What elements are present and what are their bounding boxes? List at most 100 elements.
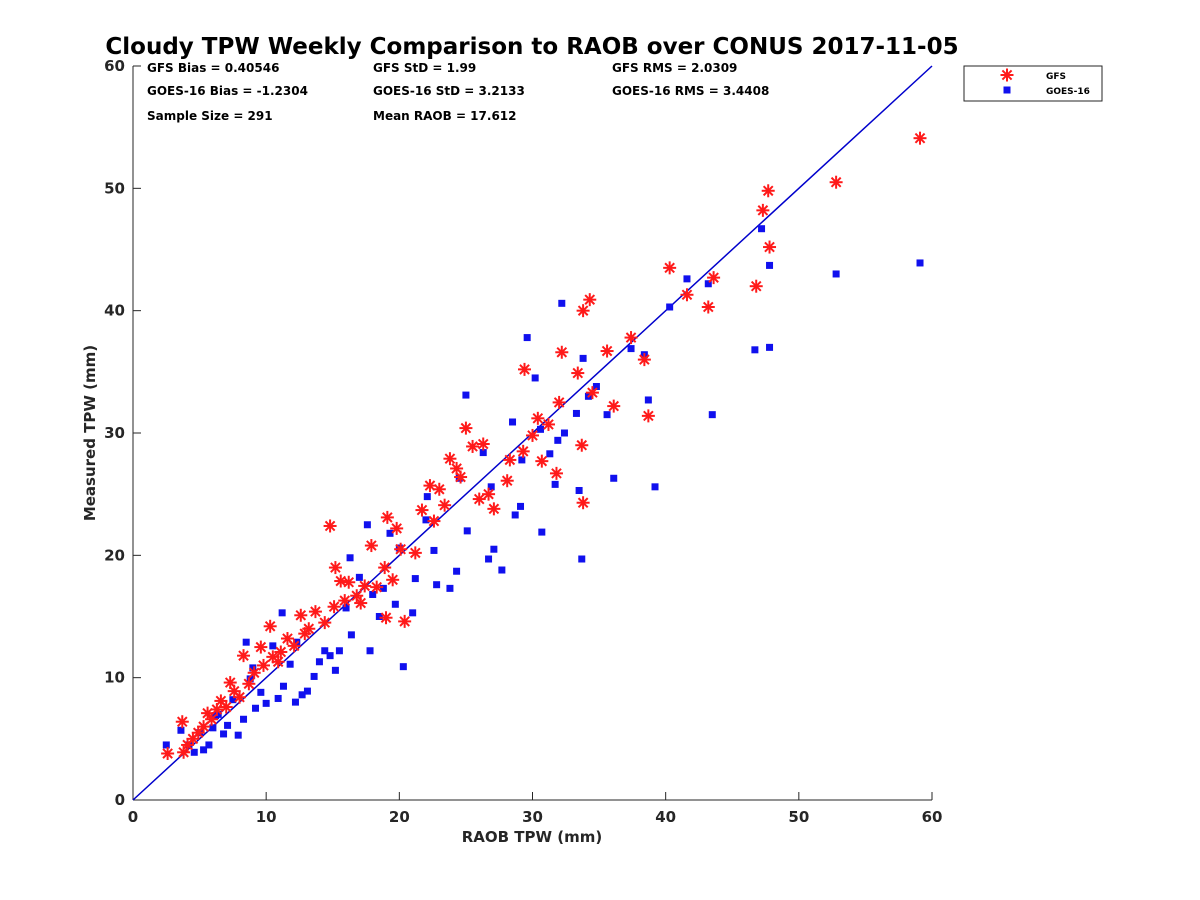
x-tick-label: 40 (655, 808, 676, 826)
goes16-point (375, 613, 383, 620)
goes16-point (708, 411, 716, 419)
goes16-point (603, 411, 611, 419)
goes16-point (538, 528, 546, 536)
legend: GFS GOES-16 (963, 65, 1103, 102)
stat-goes-bias: GOES-16 Bias = -1.2304 (147, 84, 308, 98)
goes16-point (326, 652, 334, 660)
goes16-point (572, 409, 580, 417)
goes16-point (423, 493, 431, 501)
goes16-point (546, 450, 554, 458)
gfs-point (443, 452, 457, 466)
goes16-point (200, 746, 208, 754)
goes16-point (666, 303, 674, 311)
goes16-point (303, 687, 311, 695)
goes16-point (242, 638, 250, 646)
gfs-point (459, 421, 473, 435)
goes16-point (651, 483, 659, 491)
gfs-point (308, 605, 322, 619)
goes16-point (453, 567, 461, 575)
gfs-point (318, 616, 332, 630)
goes16-point (310, 672, 318, 680)
gfs-point (516, 444, 530, 458)
gfs-point (575, 438, 589, 452)
gfs-point (500, 474, 514, 488)
gfs-point (707, 271, 721, 285)
gfs-point (600, 344, 614, 358)
stats-block: GFS Bias = 0.40546 GFS StD = 1.99 GFS RM… (147, 61, 769, 123)
gfs-point (555, 345, 569, 359)
y-tick-label: 40 (104, 302, 125, 320)
gfs-point (294, 608, 308, 622)
gfs-point (415, 503, 429, 517)
gfs-point (487, 502, 501, 516)
goes16-point (560, 429, 568, 437)
goes16-point (224, 721, 232, 729)
goes16-point (518, 456, 526, 464)
gfs-point (571, 366, 585, 380)
goes16-point (592, 383, 600, 391)
goes16-point (575, 486, 583, 494)
goes16-point (257, 688, 265, 696)
gfs-point (338, 594, 352, 608)
goes16-point (758, 225, 766, 233)
gfs-points (161, 131, 927, 761)
goes16-point (433, 581, 441, 589)
goes16-point (554, 436, 562, 444)
gfs-point (549, 466, 563, 480)
goes16-point (644, 396, 652, 404)
x-tick-label: 0 (128, 808, 138, 826)
gfs-point (354, 596, 368, 610)
gfs-point (227, 684, 241, 698)
goes16-point (485, 555, 493, 563)
gfs-point (298, 627, 312, 641)
gfs-point (254, 640, 268, 654)
x-tick-label: 60 (922, 808, 943, 826)
goes16-point (342, 604, 350, 612)
gfs-point (327, 600, 341, 614)
ticks: 0 10 20 30 40 50 60 0 10 20 30 40 50 60 (104, 57, 942, 826)
x-tick-label: 30 (522, 808, 543, 826)
gfs-point (701, 300, 715, 314)
stat-gfs-rms: GFS RMS = 2.0309 (612, 61, 737, 75)
goes16-point (531, 374, 539, 382)
x-tick-label: 10 (256, 808, 277, 826)
gfs-point (763, 240, 777, 254)
y-tick-label: 10 (104, 669, 125, 687)
goes16-point (517, 502, 525, 510)
goes16-point (509, 418, 517, 426)
goes16-point (274, 694, 282, 702)
goes16-point (278, 609, 286, 617)
gfs-point (390, 521, 404, 535)
gfs-point (214, 694, 228, 708)
gfs-point (576, 496, 590, 510)
goes16-point (683, 275, 691, 283)
goes16-point (463, 527, 471, 535)
goes16-point (536, 425, 544, 433)
gfs-point (386, 573, 400, 587)
gfs-point (257, 658, 271, 672)
gfs-point (342, 575, 356, 589)
y-tick-label: 0 (115, 791, 125, 809)
goes16-point (279, 682, 287, 690)
goes16-point (315, 658, 323, 666)
goes16-point (321, 647, 329, 655)
stat-goes-std: GOES-16 StD = 3.2133 (373, 84, 525, 98)
gfs-point (323, 519, 337, 533)
gfs-point (201, 706, 215, 720)
gfs-point (472, 492, 486, 506)
gfs-point (749, 279, 763, 293)
gfs-point (427, 514, 441, 528)
goes16-point (379, 584, 387, 592)
gfs-point (242, 677, 256, 691)
goes16-point (704, 280, 712, 288)
goes16-point (386, 529, 394, 537)
y-tick-label: 60 (104, 57, 125, 75)
goes16-point (246, 675, 254, 683)
goes16-point (347, 631, 355, 639)
goes16-point (363, 521, 371, 529)
gfs-point (328, 561, 342, 575)
gfs-point (913, 131, 927, 145)
stat-sample-size: Sample Size = 291 (147, 109, 273, 123)
y-tick-label: 50 (104, 179, 125, 197)
